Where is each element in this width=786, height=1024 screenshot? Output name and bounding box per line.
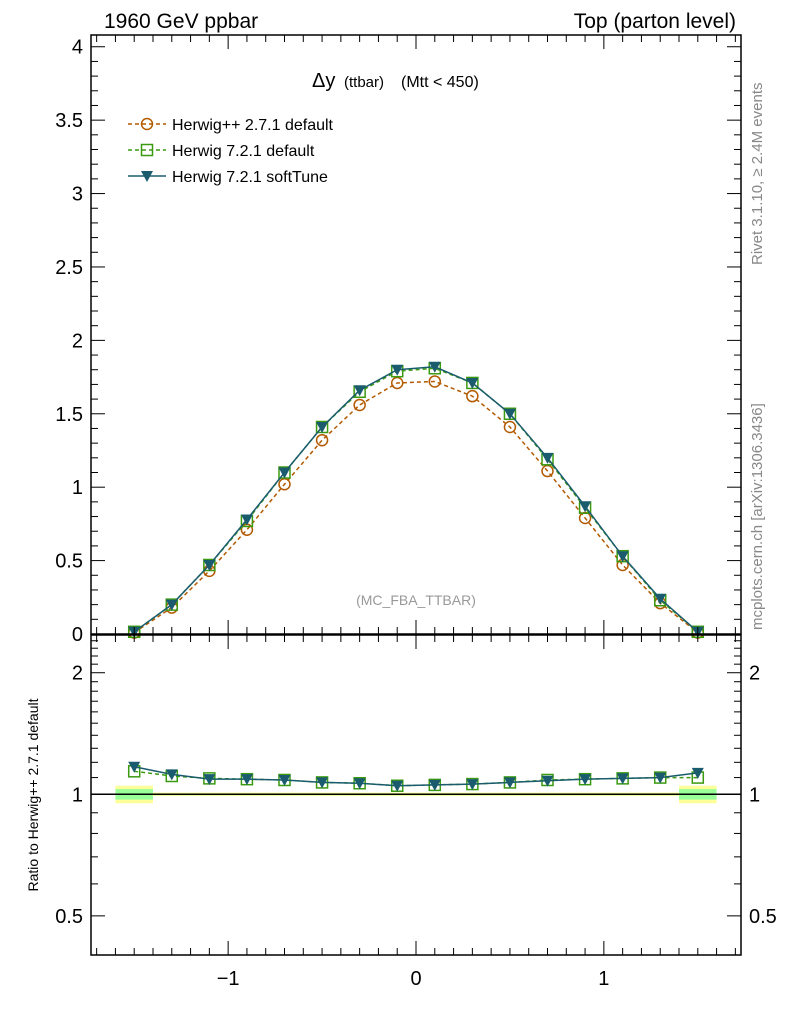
ratio-point-softtune bbox=[691, 767, 704, 779]
ratio-y-tick-label-right: 2 bbox=[749, 663, 760, 685]
ratio-point-softtune bbox=[579, 774, 592, 786]
ratio-y-tick-label: 2 bbox=[72, 663, 83, 685]
y-tick-label: 0 bbox=[72, 624, 83, 646]
ratio-point-softtune bbox=[240, 774, 253, 786]
ratio-point-softtune bbox=[466, 779, 479, 791]
data-point-herwigpp bbox=[503, 420, 517, 434]
y-tick-label: 4 bbox=[72, 37, 83, 59]
data-point-softtune bbox=[203, 559, 216, 571]
data-point-softtune bbox=[165, 599, 178, 611]
series-line-softtune bbox=[133, 366, 699, 633]
data-point-softtune bbox=[541, 452, 554, 464]
y-tick-label: 2 bbox=[72, 330, 83, 352]
data-point-softtune bbox=[428, 361, 441, 373]
header-right: Top (parton level) bbox=[574, 10, 736, 33]
ratio-point-softtune bbox=[541, 775, 554, 787]
watermark: (MC_FBA_TTBAR) bbox=[356, 592, 476, 608]
data-point-softtune bbox=[466, 377, 479, 389]
x-tick-label: −1 bbox=[217, 968, 240, 990]
legend-marker-h7default bbox=[140, 143, 154, 157]
y-tick-label: 3 bbox=[72, 184, 83, 206]
ratio-ylabel: Ratio to Herwig++ 2.7.1 default bbox=[25, 698, 41, 891]
ratio-point-softtune bbox=[391, 780, 404, 792]
data-point-softtune bbox=[353, 385, 366, 397]
series-line-herwigpp bbox=[133, 380, 699, 634]
ratio-point-softtune bbox=[165, 769, 178, 781]
data-point-softtune bbox=[316, 421, 329, 433]
legend: Herwig++ 2.7.1 default Herwig 7.2.1 defa… bbox=[128, 117, 334, 186]
data-point-softtune bbox=[278, 467, 291, 479]
data-point-softtune bbox=[240, 514, 253, 526]
ratio-point-softtune bbox=[128, 761, 141, 773]
ratio-point-softtune bbox=[616, 773, 629, 785]
x-tick-label: 0 bbox=[410, 968, 421, 990]
legend-label-softtune: Herwig 7.2.1 softTune bbox=[172, 169, 328, 186]
ratio-point-softtune bbox=[316, 777, 329, 789]
y-tick-label: 2.5 bbox=[55, 257, 83, 279]
legend-label-h7default: Herwig 7.2.1 default bbox=[172, 143, 315, 160]
x-tick-label: 1 bbox=[598, 968, 609, 990]
ratio-point-softtune bbox=[654, 772, 667, 784]
y-tick-label: 3.5 bbox=[55, 110, 83, 132]
ratio-y-tick-label-right: 0.5 bbox=[749, 906, 777, 928]
legend-marker-softtune bbox=[141, 171, 153, 182]
ratio-line-softtune bbox=[134, 766, 698, 787]
mcplots-label: mcplots.cern.ch [arXiv:1306.3436] bbox=[749, 403, 766, 630]
ratio-y-tick-label: 0.5 bbox=[55, 906, 83, 928]
data-point-softtune bbox=[503, 408, 516, 420]
header-left: 1960 GeV ppbar bbox=[104, 10, 258, 33]
ratio-point-softtune bbox=[278, 774, 291, 786]
data-point-herwigpp bbox=[353, 398, 366, 412]
ratio-y-tick-label-right: 1 bbox=[749, 784, 760, 806]
data-point-softtune bbox=[616, 551, 629, 563]
ratio-point-softtune bbox=[503, 777, 516, 789]
rivet-label: Rivet 3.1.10, ≥ 2.4M events bbox=[749, 83, 766, 266]
data-point-softtune bbox=[391, 364, 404, 376]
data-point-softtune bbox=[579, 501, 592, 513]
y-tick-label: 0.5 bbox=[55, 551, 83, 573]
data-point-softtune bbox=[654, 593, 667, 605]
ratio-y-tick-label: 1 bbox=[72, 784, 83, 806]
legend-marker-herwigpp bbox=[140, 117, 154, 131]
ratio-point-softtune bbox=[428, 779, 441, 791]
plot-title-cut: (Mtt < 450) bbox=[401, 74, 479, 91]
plot-title-main: Δy bbox=[312, 70, 335, 92]
plot-title-sub: (ttbar) bbox=[344, 74, 384, 91]
data-point-herwigpp bbox=[315, 433, 329, 447]
y-tick-label: 1 bbox=[72, 477, 83, 499]
data-point-herwigpp bbox=[428, 375, 442, 388]
data-point-herwigpp bbox=[466, 389, 479, 403]
y-tick-label: 1.5 bbox=[55, 404, 83, 426]
legend-label-herwigpp: Herwig++ 2.7.1 default bbox=[172, 117, 334, 134]
ratio-point-softtune bbox=[353, 778, 366, 790]
ratio-point-softtune bbox=[203, 774, 216, 786]
